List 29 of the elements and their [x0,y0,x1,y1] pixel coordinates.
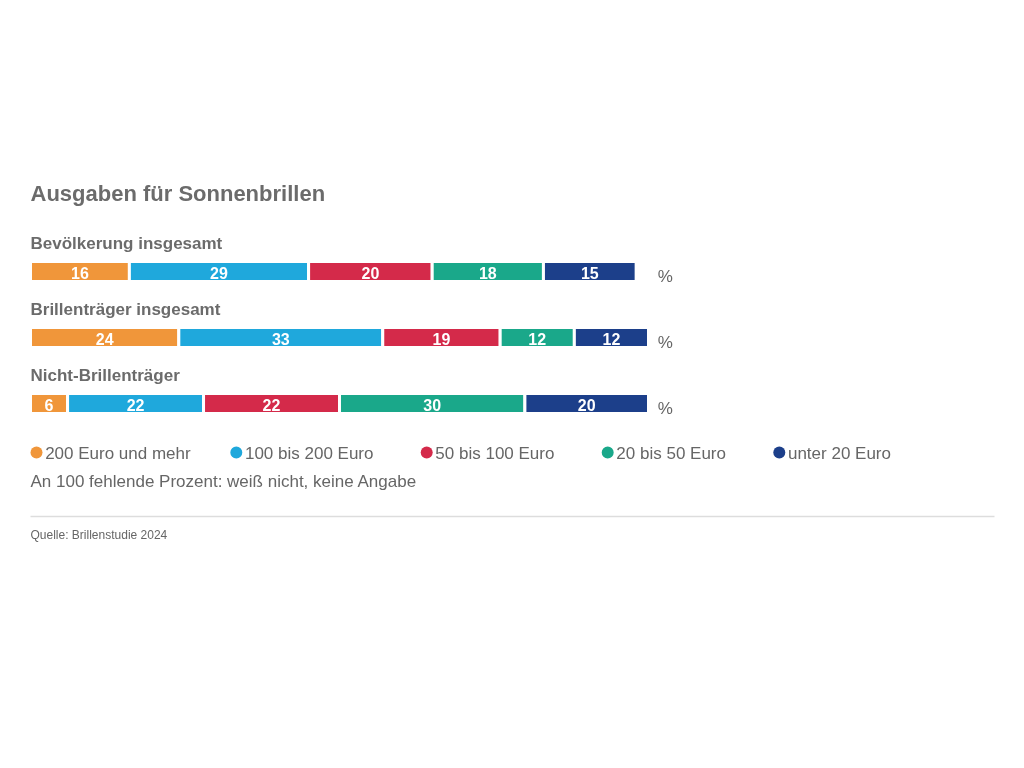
data-label: 12 [602,330,621,348]
legend-label: 50 bis 100 Euro [435,444,555,463]
text: % [657,399,673,418]
text: % [657,333,673,352]
data-label: 19 [432,330,451,348]
text: % [657,267,673,286]
source-note: Quelle: Brillenstudie 2024 [30,527,168,542]
text: An 100 fehlende Prozent: weiß nicht, keine Angabe [30,472,417,491]
data-label: 24 [95,330,114,348]
data-label: 22 [126,396,145,414]
legend-label: 20 bis 50 Euro [616,444,726,463]
data-label: 30 [423,396,442,414]
data-label: 18 [478,264,497,282]
data-label: 20 [577,396,596,414]
data-label: 20 [361,264,380,282]
legend-label: 100 bis 200 Euro [244,444,374,463]
data-label: 16 [71,264,89,282]
data-label: 15 [580,264,599,282]
chart-title: Ausgaben für Sonnenbrillen [30,181,326,206]
y-tick-label: Nicht-Brillenträger [30,366,181,385]
data-label: 33 [271,330,290,348]
data-label: 29 [210,264,228,282]
legend-label: unter 20 Euro [787,444,891,463]
data-label: 12 [528,330,547,348]
y-tick-label: Brillenträger insgesamt [30,300,221,319]
y-tick-label: Bevölkerung insgesamt [30,234,223,253]
data-label: 6 [44,396,54,414]
legend-label: 200 Euro und mehr [45,444,192,463]
data-label: 22 [262,396,281,414]
